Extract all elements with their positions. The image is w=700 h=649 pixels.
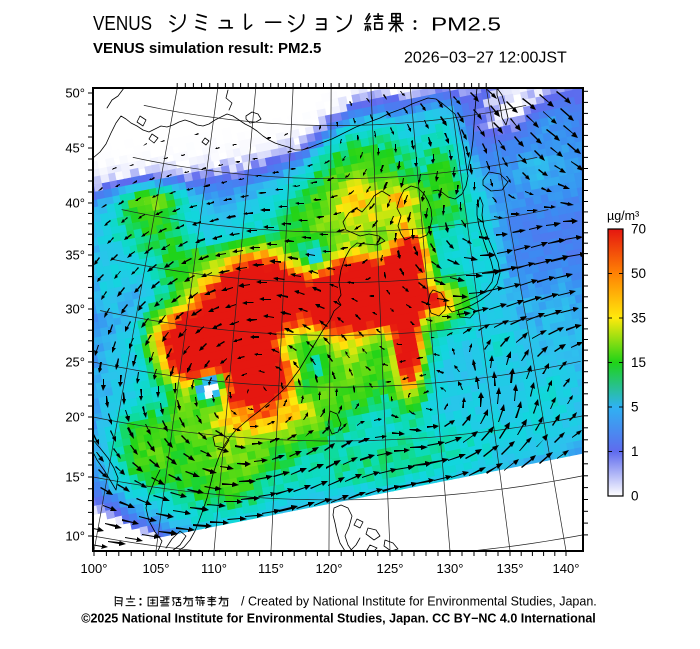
svg-text:45°: 45° bbox=[65, 141, 85, 156]
svg-text:PM2.5: PM2.5 bbox=[431, 14, 501, 35]
svg-text:120°: 120° bbox=[316, 561, 343, 576]
svg-text:15°: 15° bbox=[65, 470, 85, 485]
svg-text:135°: 135° bbox=[497, 561, 524, 576]
svg-text:©2025 National Institute for E: ©2025 National Institute for Environment… bbox=[81, 612, 596, 626]
svg-text:140°: 140° bbox=[553, 561, 580, 576]
svg-text:/ Created by National Institut: / Created by National Institute for Envi… bbox=[241, 595, 597, 609]
svg-text:0: 0 bbox=[631, 489, 639, 504]
svg-text:30°: 30° bbox=[65, 302, 85, 317]
svg-text:1: 1 bbox=[631, 444, 639, 459]
svg-text:40°: 40° bbox=[65, 196, 85, 211]
svg-text:35: 35 bbox=[631, 311, 646, 326]
svg-text:100°: 100° bbox=[81, 561, 108, 576]
svg-text:VENUS simulation result: PM2.5: VENUS simulation result: PM2.5 bbox=[93, 40, 321, 57]
svg-text:50: 50 bbox=[631, 266, 646, 281]
svg-text:110°: 110° bbox=[201, 561, 227, 576]
svg-text:10°: 10° bbox=[65, 529, 85, 544]
svg-text:115°: 115° bbox=[258, 561, 284, 576]
svg-text:µg/m³: µg/m³ bbox=[607, 209, 639, 223]
svg-text:15: 15 bbox=[631, 355, 646, 370]
svg-text:125°: 125° bbox=[377, 561, 404, 576]
svg-text:130°: 130° bbox=[437, 561, 464, 576]
svg-text:70: 70 bbox=[631, 222, 646, 237]
svg-text:25°: 25° bbox=[65, 355, 85, 370]
svg-text:5: 5 bbox=[631, 400, 639, 415]
svg-text:105°: 105° bbox=[143, 561, 170, 576]
svg-text:20°: 20° bbox=[65, 410, 85, 425]
svg-text:VENUS: VENUS bbox=[93, 13, 152, 35]
svg-text:35°: 35° bbox=[65, 248, 85, 263]
svg-text:50°: 50° bbox=[65, 86, 85, 101]
svg-text:2026−03−27 12:00JST: 2026−03−27 12:00JST bbox=[404, 50, 567, 67]
